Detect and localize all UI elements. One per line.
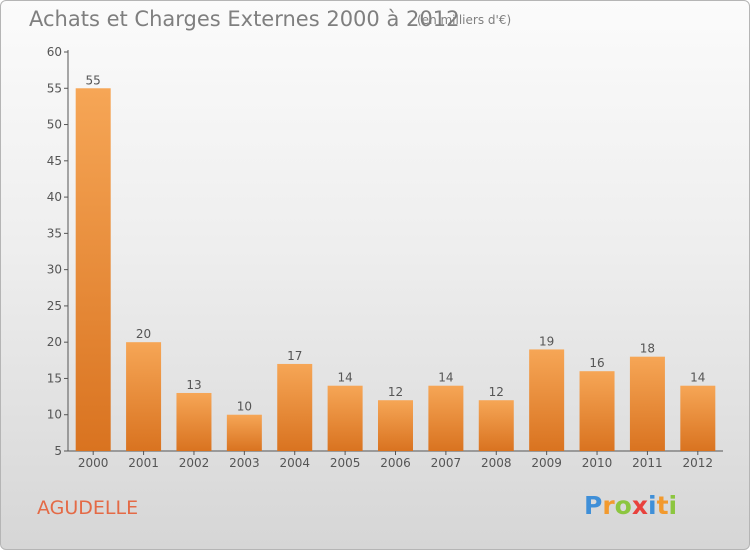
bar xyxy=(529,349,565,451)
y-tick-label: 5 xyxy=(54,444,62,458)
logo-letter: P xyxy=(584,491,603,520)
bar xyxy=(478,400,514,451)
y-tick-label: 15 xyxy=(47,371,62,385)
bar xyxy=(629,356,665,451)
x-tick-label: 2004 xyxy=(279,456,310,470)
bar-value-label: 18 xyxy=(640,342,655,356)
proxiti-logo[interactable]: Proxiti xyxy=(584,491,677,520)
y-tick-label: 30 xyxy=(47,263,62,277)
bar xyxy=(126,342,162,451)
bar xyxy=(680,385,716,451)
logo-letter: o xyxy=(614,491,632,520)
y-tick-label: 50 xyxy=(47,118,62,132)
bar xyxy=(277,363,313,451)
bar-value-label: 14 xyxy=(690,371,705,385)
bar-value-label: 13 xyxy=(186,378,201,392)
y-tick-label: 20 xyxy=(47,335,62,349)
logo-letter: x xyxy=(631,491,648,520)
bar xyxy=(226,414,262,451)
bar-value-label: 19 xyxy=(539,334,554,348)
commune-name: AGUDELLE xyxy=(37,497,139,519)
bar xyxy=(378,400,413,451)
y-tick-label: 40 xyxy=(47,190,62,204)
x-tick-label: 2010 xyxy=(582,456,613,470)
x-tick-label: 2003 xyxy=(229,456,260,470)
bar-value-label: 17 xyxy=(287,349,302,363)
bar-value-label: 55 xyxy=(86,73,101,87)
x-tick-label: 2006 xyxy=(380,456,411,470)
x-tick-label: 2007 xyxy=(431,456,462,470)
bar-value-label: 10 xyxy=(237,400,252,414)
bar xyxy=(579,371,615,451)
bar xyxy=(428,385,464,451)
logo-letter: i xyxy=(648,491,657,520)
logo-letter: i xyxy=(668,491,678,520)
y-tick-label: 25 xyxy=(47,299,62,313)
x-tick-label: 2005 xyxy=(330,456,361,470)
bar-value-label: 14 xyxy=(337,371,352,385)
logo-letter: r xyxy=(602,491,615,520)
x-tick-label: 2009 xyxy=(531,456,562,470)
logo-letter: t xyxy=(656,491,669,520)
bar xyxy=(327,385,363,451)
x-tick-label: 2008 xyxy=(481,456,512,470)
x-tick-label: 2002 xyxy=(179,456,210,470)
bar-value-label: 12 xyxy=(489,385,504,399)
bar-value-label: 12 xyxy=(388,385,403,399)
bar-value-label: 16 xyxy=(589,356,604,370)
chart-title: Achats et Charges Externes 2000 à 2012 xyxy=(29,7,460,31)
x-tick-label: 2012 xyxy=(683,456,714,470)
bar-value-label: 20 xyxy=(136,327,151,341)
x-tick-label: 2001 xyxy=(128,456,159,470)
y-tick-label: 45 xyxy=(47,154,62,168)
x-tick-label: 2011 xyxy=(632,456,663,470)
x-tick-label: 2000 xyxy=(78,456,109,470)
y-tick-label: 55 xyxy=(47,81,62,95)
bar xyxy=(176,392,212,451)
chart-unit: (en milliers d'€) xyxy=(417,13,512,27)
y-tick-label: 10 xyxy=(47,408,62,422)
bar-value-label: 14 xyxy=(438,371,453,385)
bar xyxy=(75,88,111,451)
y-tick-label: 60 xyxy=(47,45,62,59)
y-tick-label: 35 xyxy=(47,226,62,240)
